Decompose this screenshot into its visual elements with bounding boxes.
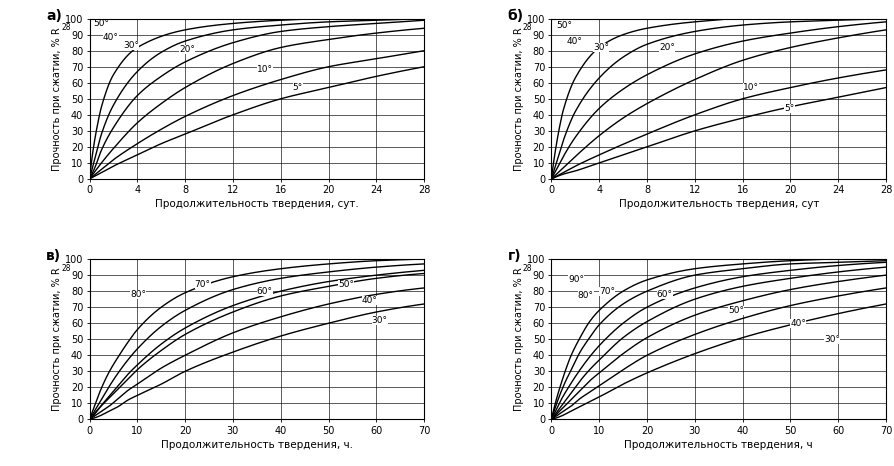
Text: 20°: 20° [179,45,195,54]
Y-axis label: Прочность при сжатии, % R: Прочность при сжатии, % R [513,267,523,411]
Text: в): в) [46,249,61,263]
Text: 60°: 60° [257,287,273,295]
Text: 28: 28 [61,23,71,33]
Text: 30°: 30° [122,41,139,50]
Text: б): б) [507,9,523,23]
Text: 28: 28 [522,23,532,33]
Text: 40°: 40° [789,319,805,328]
Text: 70°: 70° [598,287,614,295]
Text: 10°: 10° [257,65,273,75]
Text: 5°: 5° [292,83,302,92]
Text: 70°: 70° [195,280,210,289]
Text: 60°: 60° [656,290,671,299]
Text: а): а) [46,9,62,23]
Text: 80°: 80° [577,291,593,301]
Text: 80°: 80° [130,290,146,299]
Text: 50°: 50° [338,280,354,289]
X-axis label: Продолжительность твердения, сут.: Продолжительность твердения, сут. [155,199,358,209]
Y-axis label: Прочность при сжатии, % R: Прочность при сжатии, % R [52,27,62,171]
Y-axis label: Прочность при сжатии, % R: Прочность при сжатии, % R [52,267,62,411]
Text: г): г) [507,249,521,263]
Text: 5°: 5° [783,104,794,113]
Y-axis label: Прочность при сжатии, % R: Прочность при сжатии, % R [513,27,523,171]
Text: 50°: 50° [728,306,744,315]
Text: 28: 28 [61,264,71,273]
Text: 40°: 40° [103,34,118,42]
Text: 40°: 40° [566,37,582,46]
Text: 90°: 90° [568,275,584,284]
Text: 40°: 40° [362,296,377,305]
X-axis label: Продолжительность твердения, сут: Продолжительность твердения, сут [618,199,818,209]
Text: 50°: 50° [94,19,110,28]
X-axis label: Продолжительность твердения, ч.: Продолжительность твердения, ч. [161,440,352,450]
Text: 10°: 10° [742,83,758,92]
Text: 30°: 30° [823,335,839,344]
Text: 30°: 30° [371,315,387,324]
X-axis label: Продолжительность твердения, ч: Продолжительность твердения, ч [624,440,812,450]
Text: 30°: 30° [593,43,609,52]
Text: 50°: 50° [555,21,571,29]
Text: 28: 28 [522,264,532,273]
Text: 20°: 20° [658,43,674,52]
